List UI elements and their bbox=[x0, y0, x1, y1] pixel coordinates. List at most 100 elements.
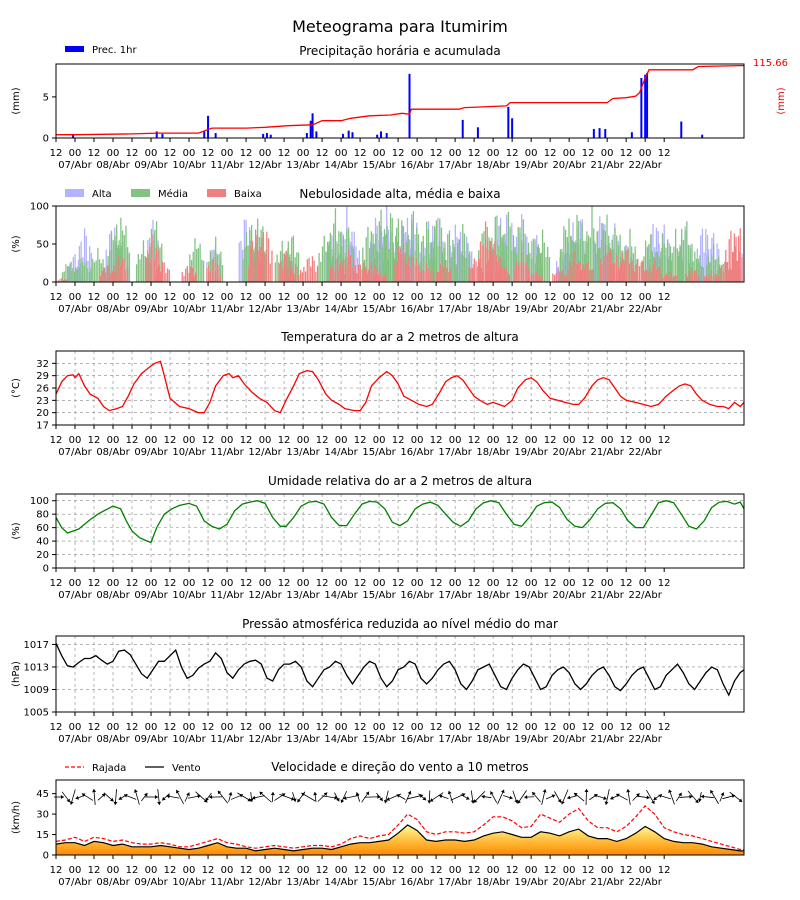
wind-arrow bbox=[97, 793, 106, 801]
cloud-bar bbox=[266, 231, 268, 282]
cloud-bar bbox=[412, 211, 415, 282]
wind-arrow bbox=[230, 793, 244, 800]
x-tick-label: 12 bbox=[50, 578, 63, 589]
cloud-bar bbox=[539, 276, 541, 282]
cloud-bar bbox=[443, 267, 445, 282]
x-tick-label: 12 bbox=[316, 722, 329, 733]
wind-arrow bbox=[317, 792, 328, 802]
cloud-bar bbox=[589, 270, 591, 282]
cloud-bar bbox=[417, 234, 420, 282]
x-tick-label: 12 bbox=[582, 722, 595, 733]
cloud-bar bbox=[291, 237, 293, 282]
x-tick-label: 00 bbox=[145, 722, 158, 733]
x-tick-label: 12 bbox=[354, 578, 367, 589]
wind-arrow bbox=[141, 792, 148, 802]
precip-bar bbox=[604, 128, 607, 138]
y-tick-label: 15 bbox=[36, 830, 49, 841]
x-tick-label: 00 bbox=[449, 292, 462, 303]
wind-arrow bbox=[653, 793, 662, 801]
cloud-bar bbox=[289, 269, 292, 282]
cloud-bar bbox=[735, 236, 737, 282]
x-date-label: 15/Abr bbox=[362, 734, 396, 745]
cloud-bar bbox=[694, 251, 696, 282]
cloud-bar bbox=[410, 219, 413, 282]
x-tick-label: 12 bbox=[316, 148, 329, 159]
cloud-bar bbox=[706, 234, 709, 282]
x-tick-label: 00 bbox=[487, 148, 500, 159]
wind-arrow bbox=[69, 789, 76, 805]
cloud-bar bbox=[581, 223, 583, 282]
wind-arrow-head bbox=[473, 799, 478, 803]
x-date-label: 09/Abr bbox=[134, 877, 168, 888]
y-tick-label: 1009 bbox=[24, 685, 49, 696]
cloud-bar bbox=[89, 246, 91, 282]
cloud-bar bbox=[720, 265, 723, 282]
cloud-bar bbox=[77, 259, 80, 282]
cloud-bar bbox=[393, 252, 395, 282]
cloud-bar bbox=[376, 268, 378, 282]
cloud-bar bbox=[240, 240, 242, 282]
wind-arrow bbox=[658, 794, 672, 800]
wind-arrow bbox=[675, 792, 682, 802]
cloud-bar bbox=[612, 249, 614, 282]
cloud-bar bbox=[211, 260, 213, 282]
cloud-bar bbox=[110, 231, 113, 282]
x-tick-label: 12 bbox=[278, 578, 291, 589]
cloud-bar bbox=[597, 249, 600, 282]
cloud-bar bbox=[655, 252, 657, 282]
cloud-bar bbox=[679, 246, 681, 282]
cloud-bar bbox=[399, 248, 401, 282]
x-tick-label: 12 bbox=[582, 435, 595, 446]
cloud-bar bbox=[396, 241, 399, 282]
cloud-bar bbox=[530, 273, 533, 282]
cloud-bar bbox=[574, 251, 576, 282]
precip-bar bbox=[511, 118, 514, 138]
cloud-bar bbox=[693, 270, 696, 282]
wind-arrow-head bbox=[113, 801, 118, 805]
x-tick-label: 12 bbox=[50, 722, 63, 733]
x-tick-label: 00 bbox=[107, 148, 120, 159]
cloud-bar bbox=[339, 232, 342, 282]
precip-bar bbox=[644, 74, 647, 138]
cloud-bar bbox=[116, 224, 118, 282]
cloud-bar bbox=[385, 233, 387, 282]
cloud-bar bbox=[68, 266, 71, 282]
cloud-bar bbox=[327, 244, 330, 282]
cloud-bar bbox=[704, 276, 706, 282]
cloud-bar bbox=[120, 217, 122, 282]
cloud-bar bbox=[515, 261, 518, 282]
cloud-bar bbox=[356, 273, 358, 282]
cloud-bar bbox=[458, 239, 460, 282]
cloud-bar bbox=[380, 273, 382, 282]
x-tick-label: 12 bbox=[202, 292, 215, 303]
cloud-bar bbox=[447, 233, 449, 282]
x-tick-label: 00 bbox=[411, 435, 424, 446]
x-date-label: 11/Abr bbox=[210, 877, 244, 888]
cloud-bar bbox=[378, 221, 380, 282]
x-tick-label: 12 bbox=[392, 578, 405, 589]
x-date-label: 15/Abr bbox=[362, 160, 396, 171]
x-date-label: 12/Abr bbox=[248, 160, 282, 171]
cloud-bar bbox=[159, 267, 161, 282]
cloud-bar bbox=[449, 245, 451, 282]
cloud-bar bbox=[298, 274, 300, 282]
x-tick-label: 00 bbox=[373, 722, 386, 733]
wind-arrow-head bbox=[60, 795, 64, 799]
cloud-bar bbox=[245, 232, 248, 282]
x-tick-label: 00 bbox=[563, 578, 576, 589]
x-date-label: 12/Abr bbox=[248, 447, 282, 458]
cloud-bar bbox=[650, 234, 652, 282]
cloud-bar bbox=[482, 272, 484, 282]
x-tick-label: 00 bbox=[297, 435, 310, 446]
wind-arrow-head bbox=[175, 789, 180, 794]
wind-arrow bbox=[123, 793, 137, 800]
cloud-bar bbox=[123, 234, 125, 282]
cloud-bar bbox=[188, 272, 190, 282]
cloud-bar bbox=[280, 261, 282, 282]
cloud-bar bbox=[303, 266, 305, 282]
x-tick-label: 12 bbox=[126, 722, 139, 733]
cloud-bar bbox=[99, 276, 102, 282]
x-tick-label: 00 bbox=[221, 578, 234, 589]
cloud-bar bbox=[416, 227, 418, 282]
x-tick-label: 00 bbox=[525, 148, 538, 159]
